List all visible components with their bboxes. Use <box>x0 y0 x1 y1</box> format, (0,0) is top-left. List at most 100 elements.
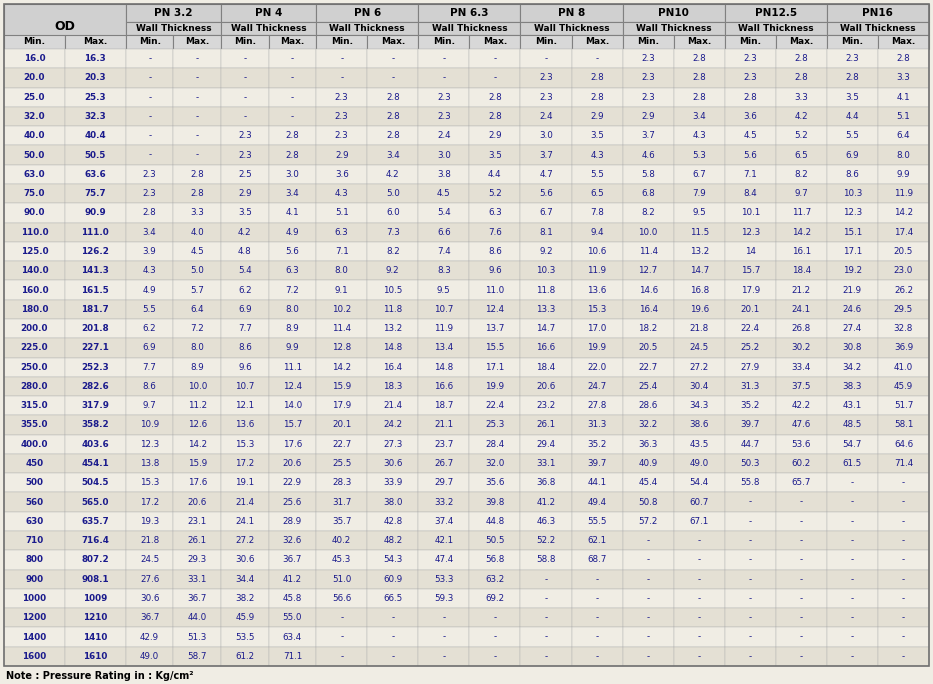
Bar <box>725 589 776 608</box>
Text: 15.3: 15.3 <box>235 440 255 449</box>
Text: 4.4: 4.4 <box>845 112 859 121</box>
Text: 21.1: 21.1 <box>434 421 453 430</box>
Text: -: - <box>391 652 395 661</box>
Bar <box>776 222 827 242</box>
Text: 9.6: 9.6 <box>238 363 252 371</box>
Bar <box>65 338 126 358</box>
Bar <box>269 35 316 49</box>
Bar <box>521 184 572 203</box>
Bar <box>126 377 174 396</box>
Text: 9.7: 9.7 <box>795 189 808 198</box>
Bar <box>776 242 827 261</box>
Text: 3.5: 3.5 <box>591 131 604 140</box>
Bar <box>521 319 572 338</box>
Text: 40.9: 40.9 <box>638 459 658 468</box>
Text: 41.2: 41.2 <box>283 575 302 583</box>
Bar <box>65 68 126 88</box>
Text: 27.8: 27.8 <box>588 402 606 410</box>
Bar <box>776 415 827 434</box>
Bar <box>269 627 316 646</box>
Bar <box>65 608 126 627</box>
Bar <box>827 512 878 531</box>
Bar <box>4 35 65 49</box>
Text: 23.1: 23.1 <box>188 517 207 526</box>
Bar <box>174 415 221 434</box>
Text: 28.6: 28.6 <box>638 402 658 410</box>
Bar <box>418 203 469 222</box>
Text: 6.3: 6.3 <box>335 228 349 237</box>
Bar <box>174 107 221 126</box>
Bar <box>827 570 878 589</box>
Text: 8.6: 8.6 <box>143 382 157 391</box>
Text: -: - <box>698 633 701 642</box>
Text: 2.3: 2.3 <box>539 93 553 102</box>
Bar <box>725 338 776 358</box>
Text: 20.6: 20.6 <box>283 459 302 468</box>
Text: 3.4: 3.4 <box>386 150 399 159</box>
Text: -: - <box>148 131 151 140</box>
Text: 51.7: 51.7 <box>894 402 913 410</box>
Bar <box>4 165 65 184</box>
Text: 4.1: 4.1 <box>285 209 299 218</box>
Bar <box>469 319 521 338</box>
Text: 11.1: 11.1 <box>283 363 302 371</box>
Bar <box>725 551 776 570</box>
Bar <box>827 165 878 184</box>
Text: 21.8: 21.8 <box>689 324 709 333</box>
Bar <box>174 377 221 396</box>
Bar <box>674 242 725 261</box>
Bar <box>725 492 776 512</box>
Bar <box>674 454 725 473</box>
Bar <box>572 35 622 49</box>
Bar <box>622 35 674 49</box>
Text: 358.2: 358.2 <box>81 421 109 430</box>
Bar <box>725 88 776 107</box>
Bar <box>572 338 622 358</box>
Bar <box>4 434 65 454</box>
Text: 9.5: 9.5 <box>692 209 706 218</box>
Text: 27.6: 27.6 <box>140 575 160 583</box>
Text: -: - <box>647 652 649 661</box>
Bar <box>126 49 174 68</box>
Bar <box>221 434 269 454</box>
Text: 5.5: 5.5 <box>591 170 604 179</box>
Text: 7.3: 7.3 <box>386 228 399 237</box>
Bar <box>827 319 878 338</box>
Text: 4.1: 4.1 <box>897 93 911 102</box>
Text: -: - <box>196 54 199 63</box>
Text: 71.1: 71.1 <box>283 652 302 661</box>
Text: 38.6: 38.6 <box>689 421 709 430</box>
Bar <box>572 146 622 165</box>
Text: 15.9: 15.9 <box>332 382 352 391</box>
Bar <box>622 473 674 492</box>
Text: -: - <box>595 54 599 63</box>
Text: Wall Thickness: Wall Thickness <box>840 24 916 33</box>
Text: 6.3: 6.3 <box>285 266 299 275</box>
Text: 317.9: 317.9 <box>81 402 109 410</box>
Bar <box>572 512 622 531</box>
Text: -: - <box>196 150 199 159</box>
Text: 3.6: 3.6 <box>744 112 758 121</box>
Bar <box>878 608 929 627</box>
Bar <box>725 512 776 531</box>
Bar <box>418 608 469 627</box>
Text: 67.1: 67.1 <box>689 517 709 526</box>
Text: -: - <box>748 614 752 622</box>
Bar <box>368 49 418 68</box>
Bar <box>221 184 269 203</box>
Bar <box>65 396 126 415</box>
Text: 7.2: 7.2 <box>190 324 204 333</box>
Bar <box>622 338 674 358</box>
Bar <box>622 184 674 203</box>
Text: 635.7: 635.7 <box>81 517 109 526</box>
Text: -: - <box>595 575 599 583</box>
Bar <box>622 646 674 666</box>
Text: -: - <box>196 93 199 102</box>
Bar <box>4 300 65 319</box>
Bar <box>418 454 469 473</box>
Bar <box>878 358 929 377</box>
Text: 46.3: 46.3 <box>536 517 556 526</box>
Bar <box>572 300 622 319</box>
Text: 49.0: 49.0 <box>689 459 709 468</box>
Text: 5.4: 5.4 <box>437 209 451 218</box>
